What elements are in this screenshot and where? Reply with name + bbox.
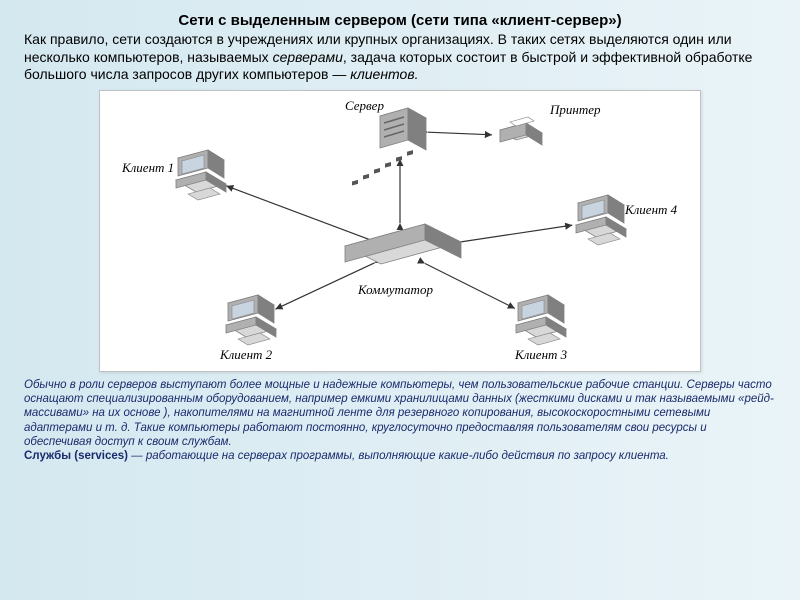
network-diagram: Сервер Принтер Коммутатор Клиент 1 Клиен…: [99, 90, 701, 372]
slide: Сети с выделенным сервером (сети типа «к…: [0, 0, 800, 600]
label-client4: Клиент 4: [625, 201, 677, 219]
label-client3: Клиент 3: [515, 346, 567, 364]
intro-line-1: Как правило, сети создаются в учреждения…: [24, 31, 546, 47]
diagram-svg: [100, 91, 700, 371]
intro-em-clients: клиентов.: [350, 66, 418, 82]
footer-tail: — работающие на серверах программы, выпо…: [128, 450, 669, 462]
footer-bold: Службы (services): [24, 450, 128, 462]
label-switch: Коммутатор: [358, 281, 433, 299]
intro-line-4: запросов других компьютеров —: [132, 66, 350, 82]
label-client1: Клиент 1: [122, 159, 174, 177]
intro-em-servers: серверами: [273, 49, 343, 65]
label-client2: Клиент 2: [220, 346, 272, 364]
footer-paragraph: Обычно в роли серверов выступают более м…: [24, 378, 776, 464]
label-printer: Принтер: [550, 101, 601, 119]
label-server: Сервер: [345, 97, 384, 115]
footer-main: Обычно в роли серверов выступают более м…: [24, 379, 774, 449]
intro-paragraph: Как правило, сети создаются в учреждения…: [24, 31, 776, 84]
page-title: Сети с выделенным сервером (сети типа «к…: [24, 12, 776, 29]
